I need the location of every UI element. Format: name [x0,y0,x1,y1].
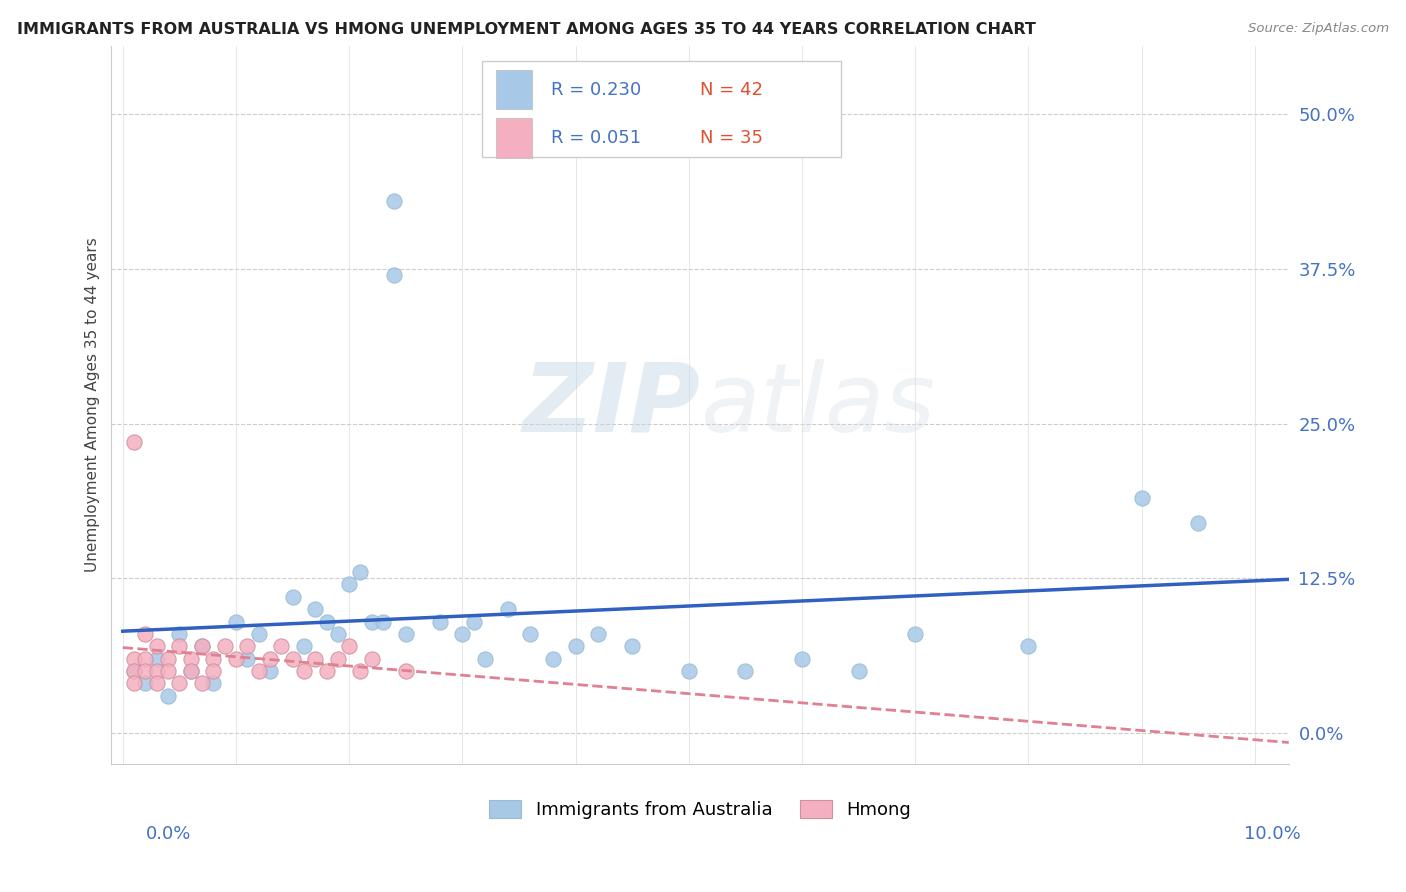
Point [180,664,202,678]
Text: R = 0.051: R = 0.051 [551,129,641,147]
Point [564,640,586,654]
Point [134,676,156,690]
Point [180,651,202,665]
Point [214,640,236,654]
Point [225,651,247,665]
Point [191,640,214,654]
Point [145,664,167,678]
Text: R = 0.230: R = 0.230 [551,80,641,99]
Bar [496,119,531,158]
Text: ZIP: ZIP [522,359,700,451]
Point [621,640,644,654]
Point [326,627,349,641]
Text: IMMIGRANTS FROM AUSTRALIA VS HMONG UNEMPLOYMENT AMONG AGES 35 TO 44 YEARS CORREL: IMMIGRANTS FROM AUSTRALIA VS HMONG UNEMP… [17,22,1036,37]
Point [429,615,451,629]
Point [169,627,191,641]
Point [496,602,519,616]
Text: atlas: atlas [700,359,935,451]
Point [790,651,813,665]
Point [247,627,270,641]
Point [225,615,247,629]
Point [586,627,609,641]
Point [156,689,179,703]
Point [122,676,145,690]
Legend: Immigrants from Australia, Hmong: Immigrants from Australia, Hmong [482,793,918,827]
Point [281,651,304,665]
Point [202,651,225,665]
Text: 0.0%: 0.0% [146,825,191,843]
Point [304,651,326,665]
Point [395,664,418,678]
Point [122,435,145,450]
Point [247,664,270,678]
Text: N = 42: N = 42 [700,80,763,99]
Point [848,664,870,678]
Point [169,676,191,690]
Point [145,640,167,654]
Point [281,590,304,604]
Point [451,627,474,641]
Point [1130,491,1153,505]
Point [191,676,214,690]
Point [122,664,145,678]
Point [360,651,382,665]
Point [304,602,326,616]
Point [292,664,315,678]
Point [191,640,214,654]
Point [349,664,371,678]
Point [236,651,259,665]
Point [384,194,406,208]
Point [734,664,756,678]
Point [474,651,496,665]
Point [326,651,349,665]
Point [349,565,371,579]
Point [156,651,179,665]
Point [463,615,485,629]
Point [315,664,337,678]
Point [156,664,179,678]
Point [202,676,225,690]
Point [259,651,281,665]
Point [292,640,315,654]
Point [541,651,564,665]
Point [360,615,382,629]
Point [134,627,156,641]
Point [395,627,418,641]
Point [315,615,337,629]
Point [1187,516,1209,530]
Point [337,640,360,654]
Point [371,615,394,629]
Point [180,664,202,678]
Point [134,651,156,665]
Point [169,640,191,654]
Text: N = 35: N = 35 [700,129,763,147]
Point [122,664,145,678]
Point [904,627,927,641]
Point [122,651,145,665]
Point [678,664,700,678]
Text: Source: ZipAtlas.com: Source: ZipAtlas.com [1249,22,1389,36]
Point [202,664,225,678]
Text: 10.0%: 10.0% [1244,825,1301,843]
Point [134,664,156,678]
Point [236,640,259,654]
Bar [496,70,531,110]
Point [337,577,360,591]
Point [270,640,292,654]
Point [145,676,167,690]
Point [145,651,167,665]
Point [384,268,406,282]
Y-axis label: Unemployment Among Ages 35 to 44 years: Unemployment Among Ages 35 to 44 years [86,237,100,573]
Point [259,664,281,678]
Point [1017,640,1039,654]
FancyBboxPatch shape [482,61,841,158]
Point [519,627,541,641]
